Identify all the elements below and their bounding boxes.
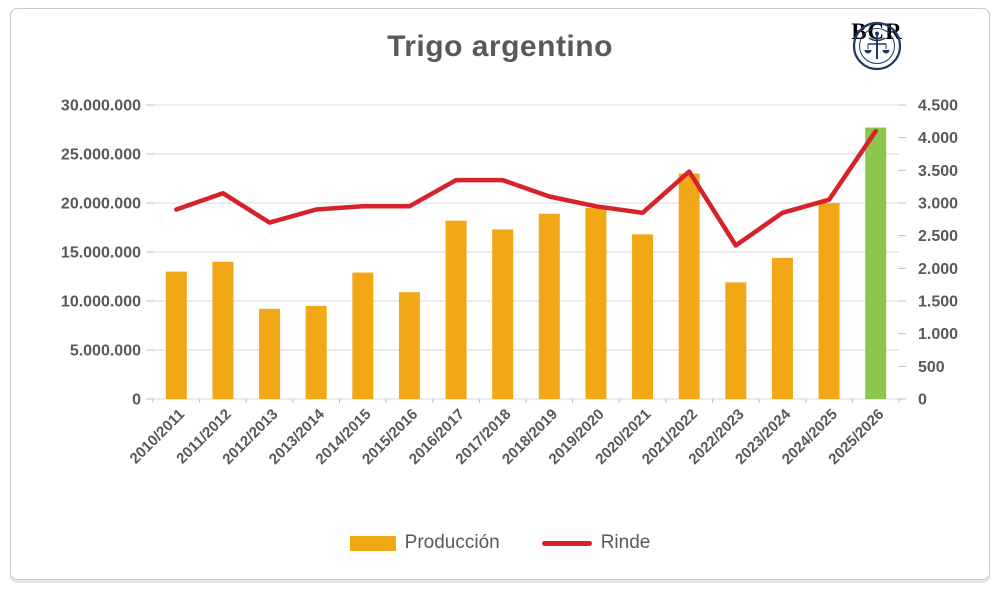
left-axis-label: 0 <box>132 392 141 409</box>
production-bar <box>352 272 374 399</box>
right-axis-label: 4.000 <box>918 130 958 147</box>
bcr-logo: BCR <box>845 18 909 71</box>
rinde-line <box>174 128 878 248</box>
production-bar <box>538 213 560 399</box>
production-bar <box>492 229 514 399</box>
chart-legend: Producción Rinde <box>0 532 1000 554</box>
production-bar <box>632 234 654 399</box>
production-bar <box>259 308 281 399</box>
right-axis-label: 2.500 <box>918 228 958 245</box>
left-axis-label: 15.000.000 <box>61 245 141 262</box>
left-axis-label: 20.000.000 <box>61 196 141 213</box>
production-bar <box>398 292 420 399</box>
production-bar <box>678 173 700 399</box>
left-axis-label: 25.000.000 <box>61 147 141 164</box>
production-bar <box>725 282 747 399</box>
right-axis-label: 500 <box>918 359 945 376</box>
legend-label-rinde: Rinde <box>600 532 651 553</box>
chart-title: Trigo argentino <box>387 30 613 63</box>
left-axis-label: 10.000.000 <box>61 294 141 311</box>
right-axis-label: 0 <box>918 392 927 409</box>
production-bar <box>585 207 607 399</box>
production-bar <box>305 305 327 399</box>
left-axis-label: 30.000.000 <box>61 98 141 115</box>
left-axis-label: 5.000.000 <box>70 343 141 360</box>
rinde-line-swatch-icon <box>541 540 592 546</box>
production-bar <box>212 261 234 399</box>
legend-item-rinde: Rinde <box>541 532 651 554</box>
bcr-seal-icon <box>852 21 902 71</box>
right-axis-label: 1.500 <box>918 294 958 311</box>
production-bar <box>865 127 887 399</box>
production-bar <box>445 220 467 399</box>
production-bar <box>818 203 840 399</box>
right-axis-label: 4.500 <box>918 98 958 115</box>
right-axis-label: 3.000 <box>918 196 958 213</box>
right-axis-label: 1.000 <box>918 326 958 343</box>
legend-item-produccion: Producción <box>349 532 500 554</box>
production-bar <box>165 271 187 399</box>
production-bar <box>771 257 793 399</box>
right-axis-label: 3.500 <box>918 163 958 180</box>
produccion-bar-swatch-icon <box>349 535 396 551</box>
right-axis-label: 2.000 <box>918 261 958 278</box>
legend-label-produccion: Producción <box>404 532 500 553</box>
